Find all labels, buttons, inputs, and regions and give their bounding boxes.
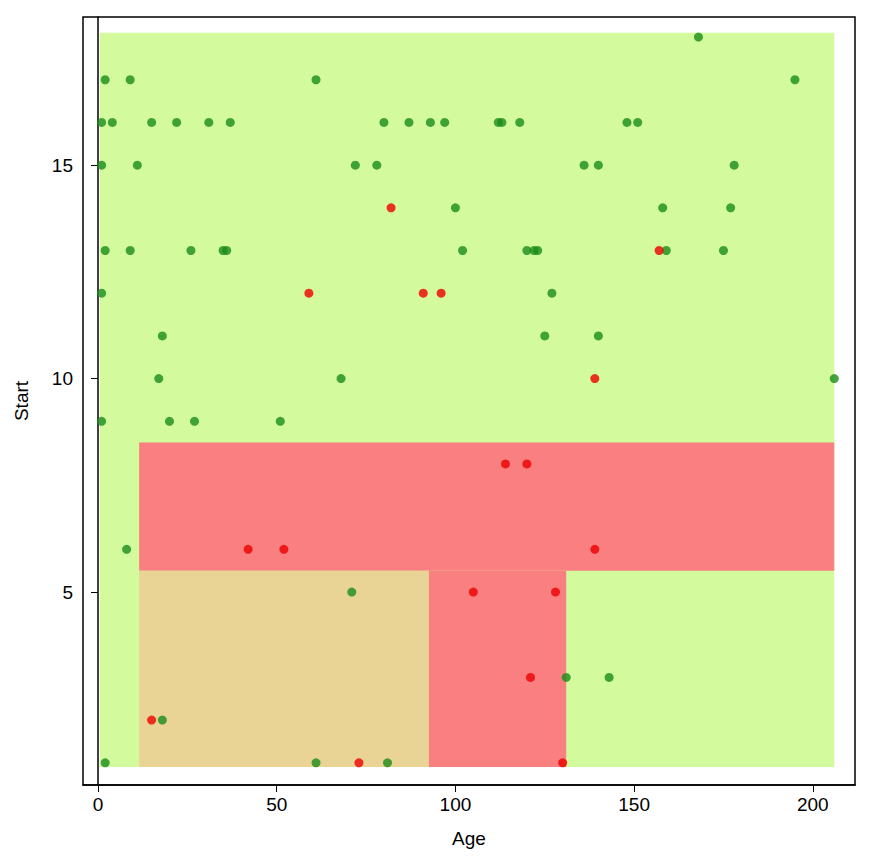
svg-text:50: 50	[266, 794, 287, 815]
svg-text:10: 10	[52, 368, 73, 389]
svg-text:Age: Age	[452, 828, 486, 849]
svg-text:200: 200	[797, 794, 829, 815]
svg-text:15: 15	[52, 155, 73, 176]
svg-text:0: 0	[93, 794, 104, 815]
svg-text:Start: Start	[11, 380, 32, 421]
svg-text:100: 100	[440, 794, 472, 815]
svg-text:150: 150	[618, 794, 650, 815]
svg-text:5: 5	[62, 582, 73, 603]
